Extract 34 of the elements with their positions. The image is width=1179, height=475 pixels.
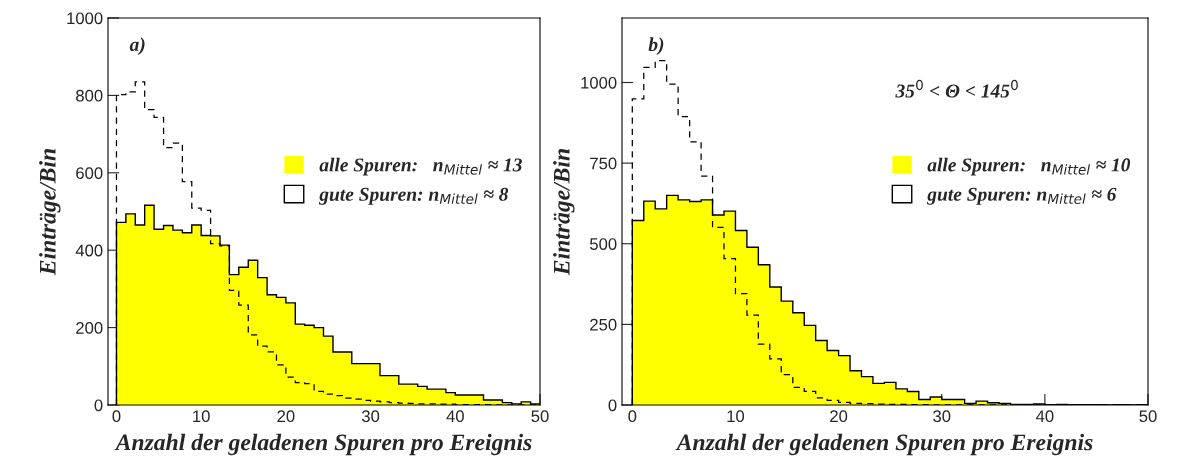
y-tick-label: 0: [94, 399, 103, 412]
y-tick-label: 0: [608, 399, 617, 412]
annotation: a): [129, 37, 145, 55]
y-tick-label: 800: [76, 89, 103, 102]
y-tick-label: 1000: [581, 76, 617, 89]
y-tick-label: 500: [590, 238, 617, 250]
y-axis-title: Einträge/Bin: [39, 149, 61, 276]
y-tick-label: 400: [75, 244, 103, 257]
x-tick-label: 20: [830, 410, 848, 423]
x-tick-label: 0: [112, 410, 121, 423]
annotation: 35$^{0}$ < Θ < 145$^{0}$: [895, 79, 1018, 98]
y-axis-title: Einträge/Bin: [553, 149, 575, 276]
legend-label: gute Spuren: n$_{Mittel}$ ≈ 8: [318, 187, 509, 205]
x-tick-label: 20: [277, 410, 295, 423]
y-tick-label: 600: [76, 167, 103, 179]
y-tick-label: 750: [590, 157, 617, 170]
x-tick-label: 0: [628, 410, 637, 423]
x-tick-label: 10: [727, 410, 745, 423]
x-tick-label: 40: [446, 410, 464, 423]
x-tick-label: 40: [1035, 410, 1054, 423]
annotation: b): [648, 37, 664, 55]
x-tick-label: 30: [933, 410, 951, 423]
y-tick-label: 1000: [67, 12, 103, 25]
legend-label: alle Spuren: n$_{Mittel}$ ≈ 10: [927, 157, 1131, 176]
legend-label: alle Spuren: n$_{Mittel}$ ≈ 13: [319, 157, 522, 176]
x-axis-title: Anzahl der geladenen Spuren pro Ereignis: [675, 433, 1093, 456]
x-tick-label: 10: [193, 410, 210, 423]
y-tick-label: 200: [76, 322, 103, 334]
x-tick-label: 30: [361, 410, 380, 423]
legend-label: gute Spuren: n$_{Mittel}$ ≈ 6: [926, 187, 1117, 205]
x-tick-label: 50: [1139, 410, 1157, 423]
x-tick-label: 50: [531, 410, 549, 423]
x-axis-title: Anzahl der geladenen Spuren pro Ereignis: [114, 433, 532, 456]
y-tick-label: 250: [590, 318, 617, 331]
